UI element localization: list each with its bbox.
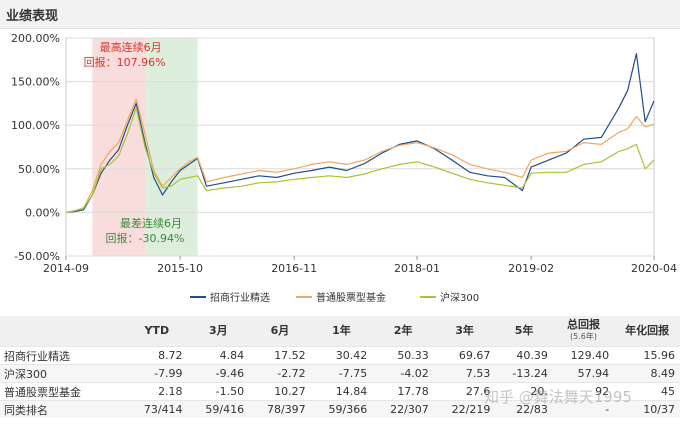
series-line-2 <box>65 107 655 213</box>
table-cell: -13.24 <box>495 364 553 383</box>
y-tick-label: 100.00% <box>11 119 60 132</box>
table-cell: 10.27 <box>249 382 311 401</box>
table-header-cell: 3月 <box>187 316 250 347</box>
table-cell: 20. <box>495 382 553 401</box>
legend-label-peer: 普通股票型基金 <box>316 293 386 304</box>
legend-swatch-fund <box>190 295 206 298</box>
row-label: 招商行业精选 <box>0 346 126 365</box>
performance-line-chart: 200.00%150.00%100.00%50.00%0.00%-50.00%2… <box>11 32 677 275</box>
total-return-header: 总回报 <box>567 318 601 331</box>
table-row: 普通股票型基金 2.18 -1.50 10.27 14.84 17.78 27.… <box>0 382 680 401</box>
watermark: 知乎 @舞法舞天1995 <box>484 388 632 406</box>
legend-item-peer[interactable]: 普通股票型基金 <box>296 289 386 304</box>
table-header-cell: 年化回报 <box>614 316 680 347</box>
y-tick-label: 50.00% <box>18 163 60 176</box>
row-label: 普通股票型基金 <box>0 382 126 401</box>
table-cell: -7.99 <box>126 364 188 383</box>
x-tick-label: 2018-01 <box>394 262 440 275</box>
table-cell: 92 <box>552 382 615 401</box>
table-row: 沪深300 -7.99 -9.46 -2.72 -7.75 -4.02 7.53… <box>0 364 680 383</box>
table-header-cell: 总回报 (5.6年) <box>552 316 615 347</box>
table-cell: 8.72 <box>126 346 188 365</box>
table-cell: 10/37 <box>614 400 680 418</box>
y-tick-label: 200.00% <box>11 32 60 45</box>
table-cell: - <box>552 400 615 418</box>
table-row: 招商行业精选 8.72 4.84 17.52 30.42 50.33 69.67… <box>0 346 680 365</box>
table-cell: 17.52 <box>249 346 311 365</box>
table-cell: -9.46 <box>187 364 250 383</box>
table-header-cell: 2年 <box>372 316 434 347</box>
table-cell: 2.18 <box>126 382 188 401</box>
y-tick-label: 150.00% <box>11 76 60 89</box>
table-cell: 40.39 <box>495 346 553 365</box>
table-cell: 59/416 <box>187 400 250 418</box>
legend-label-fund: 招商行业精选 <box>210 293 270 304</box>
table-cell: 8.49 <box>614 364 680 383</box>
x-tick-label: 2016-11 <box>271 262 317 275</box>
series-line-1 <box>65 98 655 213</box>
table-header-cell: 3年 <box>433 316 496 347</box>
y-tick-label: -50.00% <box>14 250 60 263</box>
y-tick-label: 0.00% <box>25 206 60 219</box>
chart-legend: 招商行业精选 普通股票型基金 沪深300 <box>0 289 680 305</box>
table-header-cell <box>0 316 126 347</box>
legend-label-index: 沪深300 <box>440 293 480 304</box>
table-row: 同类排名 73/414 59/416 78/397 59/366 22/307 … <box>0 400 680 418</box>
table-cell: 57.94 <box>552 364 615 383</box>
table-header-cell: 6月 <box>249 316 311 347</box>
table-header-row: YTD 3月 6月 1年 2年 3年 5年 总回报 (5.6年) 年化回报 <box>0 316 680 347</box>
shaded-region-1 <box>144 38 198 256</box>
performance-table: YTD 3月 6月 1年 2年 3年 5年 总回报 (5.6年) 年化回报 招商… <box>0 316 680 418</box>
table-cell: 27.6 <box>433 382 496 401</box>
table-cell: -2.72 <box>249 364 311 383</box>
table-cell: 15.96 <box>614 346 680 365</box>
table-cell: -1.50 <box>187 382 250 401</box>
worst-period-label: 最差连续6月 <box>120 216 182 230</box>
best-period-return: 回报：107.96% <box>84 55 166 69</box>
x-tick-label: 2020-04 <box>631 262 677 275</box>
table-cell: 45 <box>614 382 680 401</box>
table-cell: 50.33 <box>372 346 434 365</box>
x-tick-label: 2014-09 <box>43 262 89 275</box>
table-cell: 59/366 <box>310 400 373 418</box>
row-label: 同类排名 <box>0 400 126 418</box>
table-cell: 78/397 <box>249 400 311 418</box>
table-cell: 7.53 <box>433 364 496 383</box>
table-cell: -7.75 <box>310 364 373 383</box>
legend-item-index[interactable]: 沪深300 <box>420 289 479 304</box>
section-header: 业绩表现 <box>0 0 680 29</box>
best-period-label: 最高连续6月 <box>100 40 162 54</box>
table-cell: 22/219 <box>433 400 496 418</box>
table-cell: 22/307 <box>372 400 434 418</box>
table-cell: -4.02 <box>372 364 434 383</box>
table-cell: 73/414 <box>126 400 188 418</box>
section-title: 业绩表现 <box>6 9 59 24</box>
row-label: 沪深300 <box>0 364 126 383</box>
table-header-cell: 1年 <box>310 316 373 347</box>
table-cell: 14.84 <box>310 382 373 401</box>
x-tick-label: 2019-02 <box>508 262 554 275</box>
legend-swatch-index <box>420 295 436 298</box>
x-tick-label: 2015-10 <box>157 262 203 275</box>
table-header-cell: YTD <box>126 316 188 347</box>
series-line-0 <box>65 53 655 213</box>
table-cell: 22/83 <box>495 400 553 418</box>
shaded-region-0 <box>92 38 145 256</box>
table-cell: 30.42 <box>310 346 373 365</box>
table-cell: 129.40 <box>552 346 615 365</box>
table-cell: 4.84 <box>187 346 250 365</box>
legend-swatch-peer <box>296 295 312 298</box>
legend-item-fund[interactable]: 招商行业精选 <box>190 289 270 304</box>
total-return-period: (5.6年) <box>570 332 597 341</box>
worst-period-return: 回报：-30.94% <box>106 231 185 245</box>
table-cell: 17.78 <box>372 382 434 401</box>
table-header-cell: 5年 <box>495 316 553 347</box>
table-cell: 69.67 <box>433 346 496 365</box>
